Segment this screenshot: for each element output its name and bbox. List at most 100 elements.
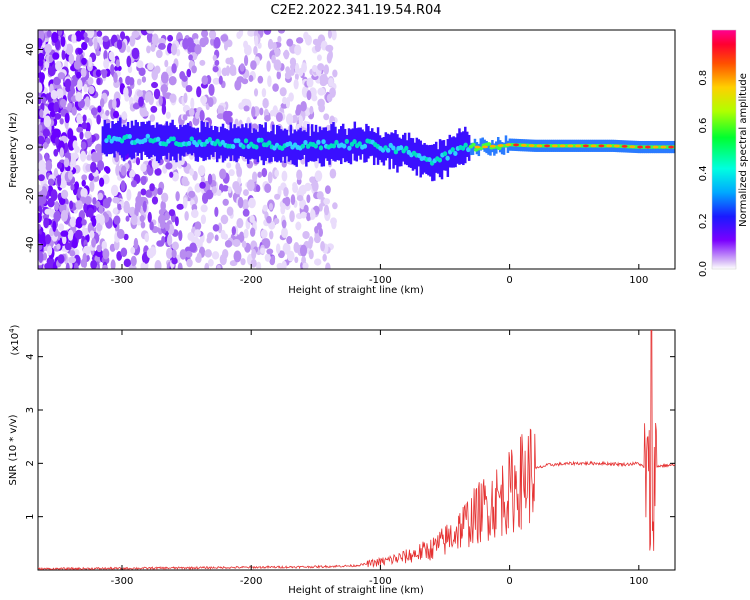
ridge-peak [660,145,667,149]
noise-speckle [174,216,179,227]
ridge-peak [637,145,644,149]
snr-y-label: SNR (10 * v/v) [8,414,19,485]
ridge-core [243,138,249,144]
noise-speckle [121,111,128,121]
noise-speckle [171,249,177,259]
noise-speckle [316,191,324,200]
noise-speckle [112,196,120,204]
noise-speckle [323,204,330,216]
noise-speckle [155,49,163,59]
noise-speckle [229,64,237,77]
noise-speckle [273,48,281,57]
snr-scale-label: (x104) [8,324,21,355]
ridge-outer [372,131,376,166]
ridge-peak [505,143,512,147]
noise-speckle [46,30,52,38]
noise-speckle [38,251,44,264]
noise-speckle [313,258,322,266]
ridge-peak [668,145,675,149]
noise-speckle [217,222,223,234]
noise-speckle [45,160,53,172]
noise-speckle [150,105,158,113]
ridge-peak [606,144,613,148]
noise-speckle [96,149,103,158]
noise-speckle [244,44,252,56]
ridge-core [171,136,176,142]
noise-speckle [176,203,184,210]
noise-speckle [307,238,313,249]
ridge-outer [124,126,128,156]
ridge-outer [496,137,500,150]
noise-speckle [175,191,180,202]
colorbar-label: Normalized spectral amplitude [738,73,749,227]
noise-speckle [254,35,259,47]
noise-speckle [171,241,179,251]
ridge-outer [122,124,126,162]
noise-speckle [221,184,229,192]
ridge-core [486,142,492,146]
noise-speckle [125,215,130,222]
ridge-peak [590,144,597,148]
noise-speckle [161,103,167,115]
noise-speckle [320,241,325,252]
noise-speckle [69,216,77,228]
noise-speckle [253,88,259,97]
noise-speckle [197,165,206,177]
noise-speckle [151,69,159,81]
noise-speckle [67,128,74,140]
noise-speckle [208,83,215,96]
ridge-outer [184,124,188,153]
noise-speckle [47,66,56,77]
ridge-outer [163,125,167,156]
noise-speckle [250,258,257,268]
ridge-outer [314,124,318,162]
ridge-core [313,143,318,149]
noise-speckle [57,30,63,36]
noise-speckle [276,70,281,80]
ridge-core [404,145,409,151]
noise-speckle [281,260,287,269]
ridge-outer [235,127,238,163]
noise-speckle [190,209,199,219]
noise-speckle [238,231,245,243]
ridge-outer [394,129,397,166]
noise-speckle [267,75,272,88]
ridge-peak [489,144,496,148]
noise-speckle [100,69,108,76]
noise-speckle [80,187,88,199]
noise-speckle [189,168,195,176]
ridge-outer [504,135,508,148]
ridge-outer [119,117,122,155]
ridge-peak [520,143,527,147]
noise-speckle [51,31,59,44]
noise-speckle [71,33,77,44]
noise-speckle [176,48,181,57]
noise-speckle [38,212,42,223]
noise-speckle [98,204,104,214]
noise-speckle [77,47,83,55]
noise-speckle [261,167,268,178]
noise-speckle [57,174,62,187]
noise-speckle [165,111,171,119]
noise-speckle [146,164,151,173]
noise-speckle [306,90,312,101]
noise-speckle [154,260,162,269]
noise-speckle [55,60,62,71]
colorbar-tick-label: 0.8 [698,70,709,86]
ridge-outer [142,121,145,152]
noise-speckle [293,242,300,253]
noise-speckle [303,204,309,214]
noise-speckle [47,102,56,112]
noise-speckle [126,188,132,201]
noise-speckle [249,215,255,223]
noise-speckle [115,59,120,68]
noise-speckle [142,110,149,117]
noise-speckle [68,53,75,65]
noise-speckle [92,197,97,205]
ridge-core [106,134,112,140]
noise-speckle [232,180,240,191]
noise-speckle [138,96,144,107]
ridge-core [391,145,396,151]
ridge-outer [272,124,275,158]
